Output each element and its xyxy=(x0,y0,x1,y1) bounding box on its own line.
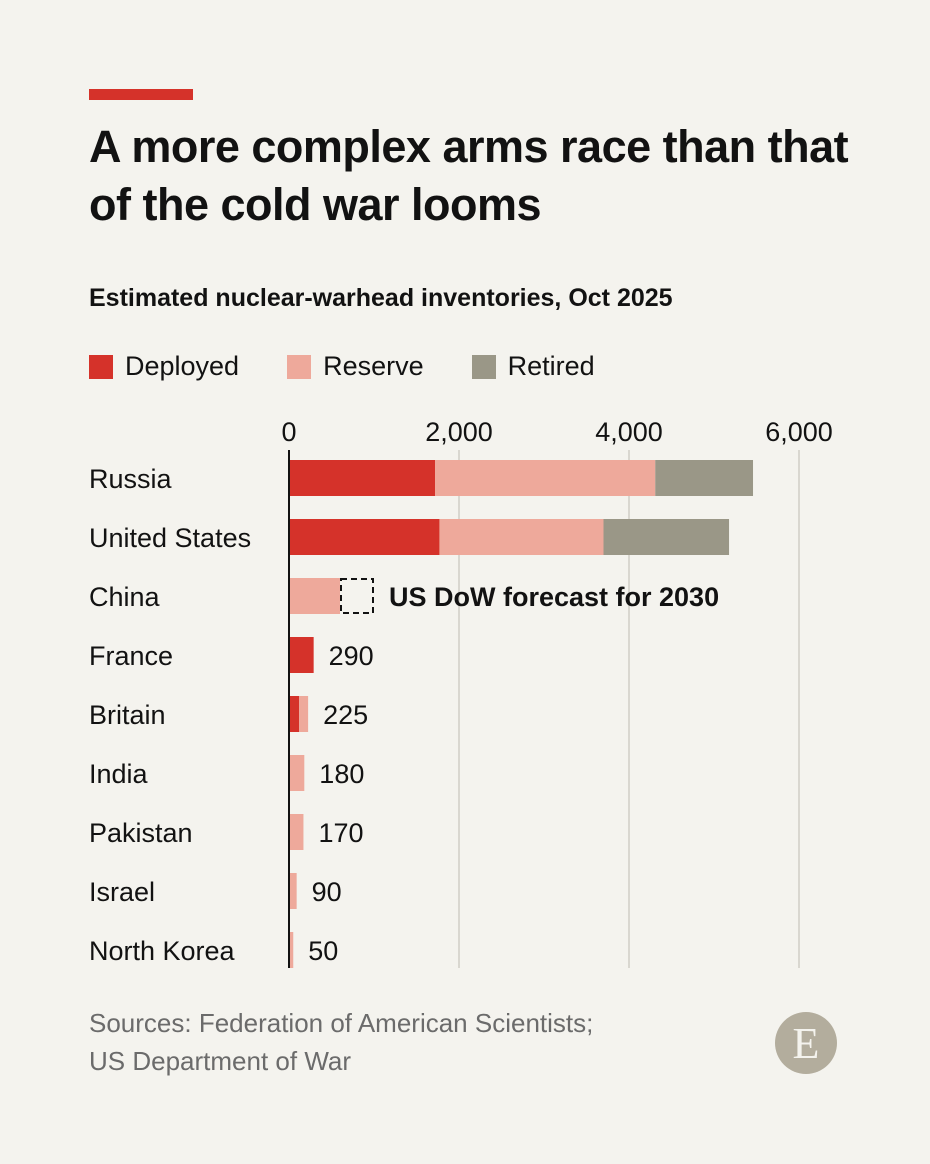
category-label: Pakistan xyxy=(89,818,193,848)
chart-title: A more complex arms race than that of th… xyxy=(89,121,849,230)
economist-logo: E xyxy=(775,1012,837,1074)
annotation-label: US DoW forecast for 2030 xyxy=(389,582,719,612)
data-label: 90 xyxy=(312,877,342,907)
source-line: US Department of War xyxy=(89,1046,352,1076)
source-line: Sources: Federation of American Scientis… xyxy=(89,1008,594,1038)
legend-swatch-retired xyxy=(471,354,496,379)
data-label: 290 xyxy=(329,641,374,671)
data-label: 180 xyxy=(319,759,364,789)
accent-bar xyxy=(89,89,193,100)
bar-reserve xyxy=(289,578,340,614)
logo-letter: E xyxy=(792,1018,820,1068)
legend-label: Deployed xyxy=(125,351,240,381)
data-label: 225 xyxy=(323,700,368,730)
bar-reserve xyxy=(289,755,305,791)
bar-deployed xyxy=(289,519,440,555)
bar-reserve xyxy=(289,814,304,850)
bar-deployed xyxy=(289,637,314,673)
bar-reserve xyxy=(435,460,656,496)
category-label: Russia xyxy=(89,464,173,494)
category-label: France xyxy=(89,641,173,671)
bar-deployed xyxy=(289,460,436,496)
category-label: Britain xyxy=(89,700,166,730)
category-label: China xyxy=(89,582,161,612)
data-label: 50 xyxy=(308,936,338,966)
bar-reserve xyxy=(299,696,309,732)
legend-retired: Retired xyxy=(471,351,595,382)
legend-reserve: Reserve xyxy=(287,351,424,382)
legend-swatch-reserve xyxy=(287,354,312,379)
bar-retired xyxy=(655,460,754,496)
chart-subtitle: Estimated nuclear-warhead inventories, O… xyxy=(89,284,673,312)
x-tick-label: 2,000 xyxy=(425,417,493,447)
bar-retired xyxy=(603,519,730,555)
x-tick-label: 4,000 xyxy=(595,417,663,447)
legend-label: Reserve xyxy=(323,351,424,381)
bar-reserve xyxy=(289,932,294,968)
category-label: India xyxy=(89,759,149,789)
x-tick-label: 0 xyxy=(281,417,296,447)
bar-deployed xyxy=(289,696,300,732)
legend-deployed: Deployed xyxy=(89,351,239,382)
bar-reserve xyxy=(289,873,297,909)
data-label: 170 xyxy=(318,818,363,848)
category-label: Israel xyxy=(89,877,155,907)
forecast-box xyxy=(340,578,374,614)
bar-chart: 0 2,000 4,000 6,000 Russia United States China… xyxy=(89,417,833,968)
legend: Deployed Reserve Retired xyxy=(89,351,595,382)
bar-reserve xyxy=(439,519,604,555)
x-tick-label: 6,000 xyxy=(765,417,833,447)
legend-swatch-deployed xyxy=(89,354,113,379)
legend-label: Retired xyxy=(507,351,595,381)
source-note: Sources: Federation of American Scientis… xyxy=(89,1004,593,1080)
category-label: United States xyxy=(89,523,251,553)
category-label: North Korea xyxy=(89,936,236,966)
